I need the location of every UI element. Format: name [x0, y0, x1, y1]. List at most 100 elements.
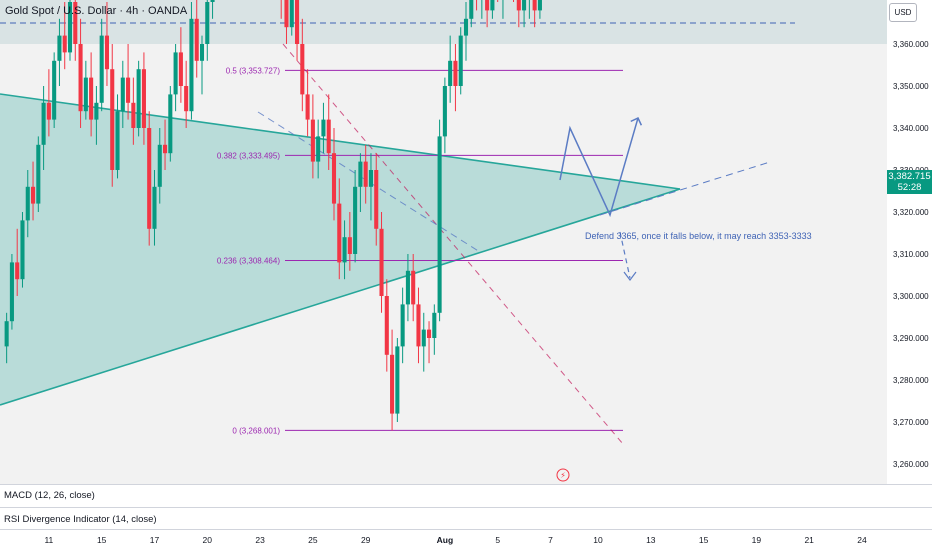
time-tick-label: 25 — [308, 535, 318, 545]
rsi-pane-label[interactable]: RSI Divergence Indicator (14, close) — [4, 514, 157, 525]
candle-body — [20, 220, 25, 280]
candle-body — [104, 35, 109, 70]
candle-body — [516, 0, 521, 11]
projection-path — [559, 117, 639, 218]
candle-body — [368, 170, 373, 187]
candle-body — [485, 0, 490, 11]
time-tick-label: 21 — [804, 535, 814, 545]
time-tick-label: Aug — [437, 535, 454, 545]
price-axis: 3,260.000 3,270.000 3,280.000 3,290.000 3,30… — [893, 40, 929, 469]
candle-body — [25, 186, 30, 221]
candle-body — [432, 312, 437, 338]
time-tick-label: 23 — [255, 535, 265, 545]
candle-body — [4, 321, 9, 347]
candle-body — [73, 2, 78, 44]
time-tick-label: 29 — [361, 535, 371, 545]
candle-body — [62, 35, 67, 53]
candle-body — [89, 77, 94, 120]
candle-body — [210, 0, 215, 2]
time-tick-label: 10 — [593, 535, 603, 545]
flash-icon — [556, 468, 570, 482]
candle-body — [321, 119, 326, 137]
price-tick-label: 3,350.000 — [893, 82, 929, 91]
candle-body — [141, 69, 146, 128]
candle-body — [46, 102, 51, 120]
candle-body — [379, 228, 384, 296]
time-tick-label: 19 — [752, 535, 762, 545]
candle-body — [168, 94, 173, 154]
time-tick-label: 20 — [203, 535, 213, 545]
candle-body — [490, 0, 495, 11]
candle-body — [178, 52, 183, 86]
candle-body — [337, 203, 342, 263]
price-tick-label: 3,310.000 — [893, 250, 929, 259]
projection-dashed-trendline — [599, 161, 771, 216]
macd-pane-label[interactable]: MACD (12, 26, close) — [4, 490, 95, 501]
symbol-title[interactable]: Gold Spot / U.S. Dollar · 4h · OANDA — [5, 5, 188, 17]
candle-body — [437, 136, 442, 313]
currency-button[interactable]: USD — [889, 3, 917, 22]
candle-body — [305, 94, 310, 120]
candle-body — [194, 18, 199, 61]
candle-body — [395, 346, 400, 414]
bar-countdown: 52:28 — [897, 182, 922, 193]
candle-body — [358, 161, 363, 187]
candle-body — [94, 102, 99, 120]
fib-level-label: 0.236 (3,308.464) — [217, 256, 280, 265]
candle-body — [532, 0, 537, 11]
price-tick-label: 3,300.000 — [893, 292, 929, 301]
time-tick-label: 17 — [150, 535, 160, 545]
candle-body — [384, 296, 389, 355]
guide-dashed-line — [257, 111, 481, 253]
triangle-lower-trendline — [0, 188, 681, 406]
last-price-value: 3,382.715 — [888, 171, 931, 182]
time-tick-label: 13 — [646, 535, 656, 545]
time-tick-label: 24 — [857, 535, 867, 545]
candle-body — [152, 186, 157, 229]
pane-divider-rsi[interactable] — [0, 507, 932, 508]
candle-body — [41, 102, 46, 145]
candle-body — [316, 136, 321, 162]
candle-body — [83, 77, 88, 112]
candle-body — [463, 18, 469, 36]
candle-body — [173, 52, 178, 95]
time-axis: 11 15 17 20 23 25 29 Aug 5 7 10 13 15 19 21 24 — [44, 535, 867, 545]
time-tick-label: 7 — [548, 535, 553, 545]
candle-body — [458, 35, 463, 86]
candle-body — [163, 144, 168, 154]
candle-body — [363, 161, 368, 187]
price-tick-label: 3,320.000 — [893, 208, 929, 217]
candle-body — [347, 237, 352, 254]
candle-body — [189, 18, 194, 112]
candle-body — [205, 2, 210, 44]
time-tick-label: 11 — [44, 535, 53, 545]
price-tick-label: 3,260.000 — [893, 460, 929, 469]
fib-level-label: 0.5 (3,353.727) — [226, 66, 281, 75]
pane-divider-macd[interactable] — [0, 484, 932, 485]
candle-body — [421, 329, 426, 347]
candle-body — [300, 44, 305, 95]
candle-body — [136, 69, 141, 128]
time-tick-label: 15 — [97, 535, 107, 545]
annotation-text: Defend 3365, once it falls below, it may… — [585, 231, 812, 241]
candle-body — [400, 304, 405, 347]
candle-body — [522, 0, 527, 11]
candle-body — [67, 2, 73, 53]
candle-body — [416, 304, 421, 347]
candle-body — [442, 86, 447, 137]
top-shade — [0, 0, 887, 44]
candle-body — [9, 262, 14, 322]
candle-body — [284, 0, 289, 28]
candle-body — [405, 270, 410, 305]
candle-body — [289, 0, 294, 28]
candle-body — [15, 262, 20, 280]
candle-body — [36, 144, 41, 204]
candle-body — [31, 186, 36, 204]
price-tick-label: 3,270.000 — [893, 418, 929, 427]
candle-body — [537, 0, 542, 11]
fib-level-label: 0 (3,268.001) — [232, 426, 280, 435]
candle-body — [157, 144, 162, 187]
price-axis-bg — [887, 0, 932, 550]
